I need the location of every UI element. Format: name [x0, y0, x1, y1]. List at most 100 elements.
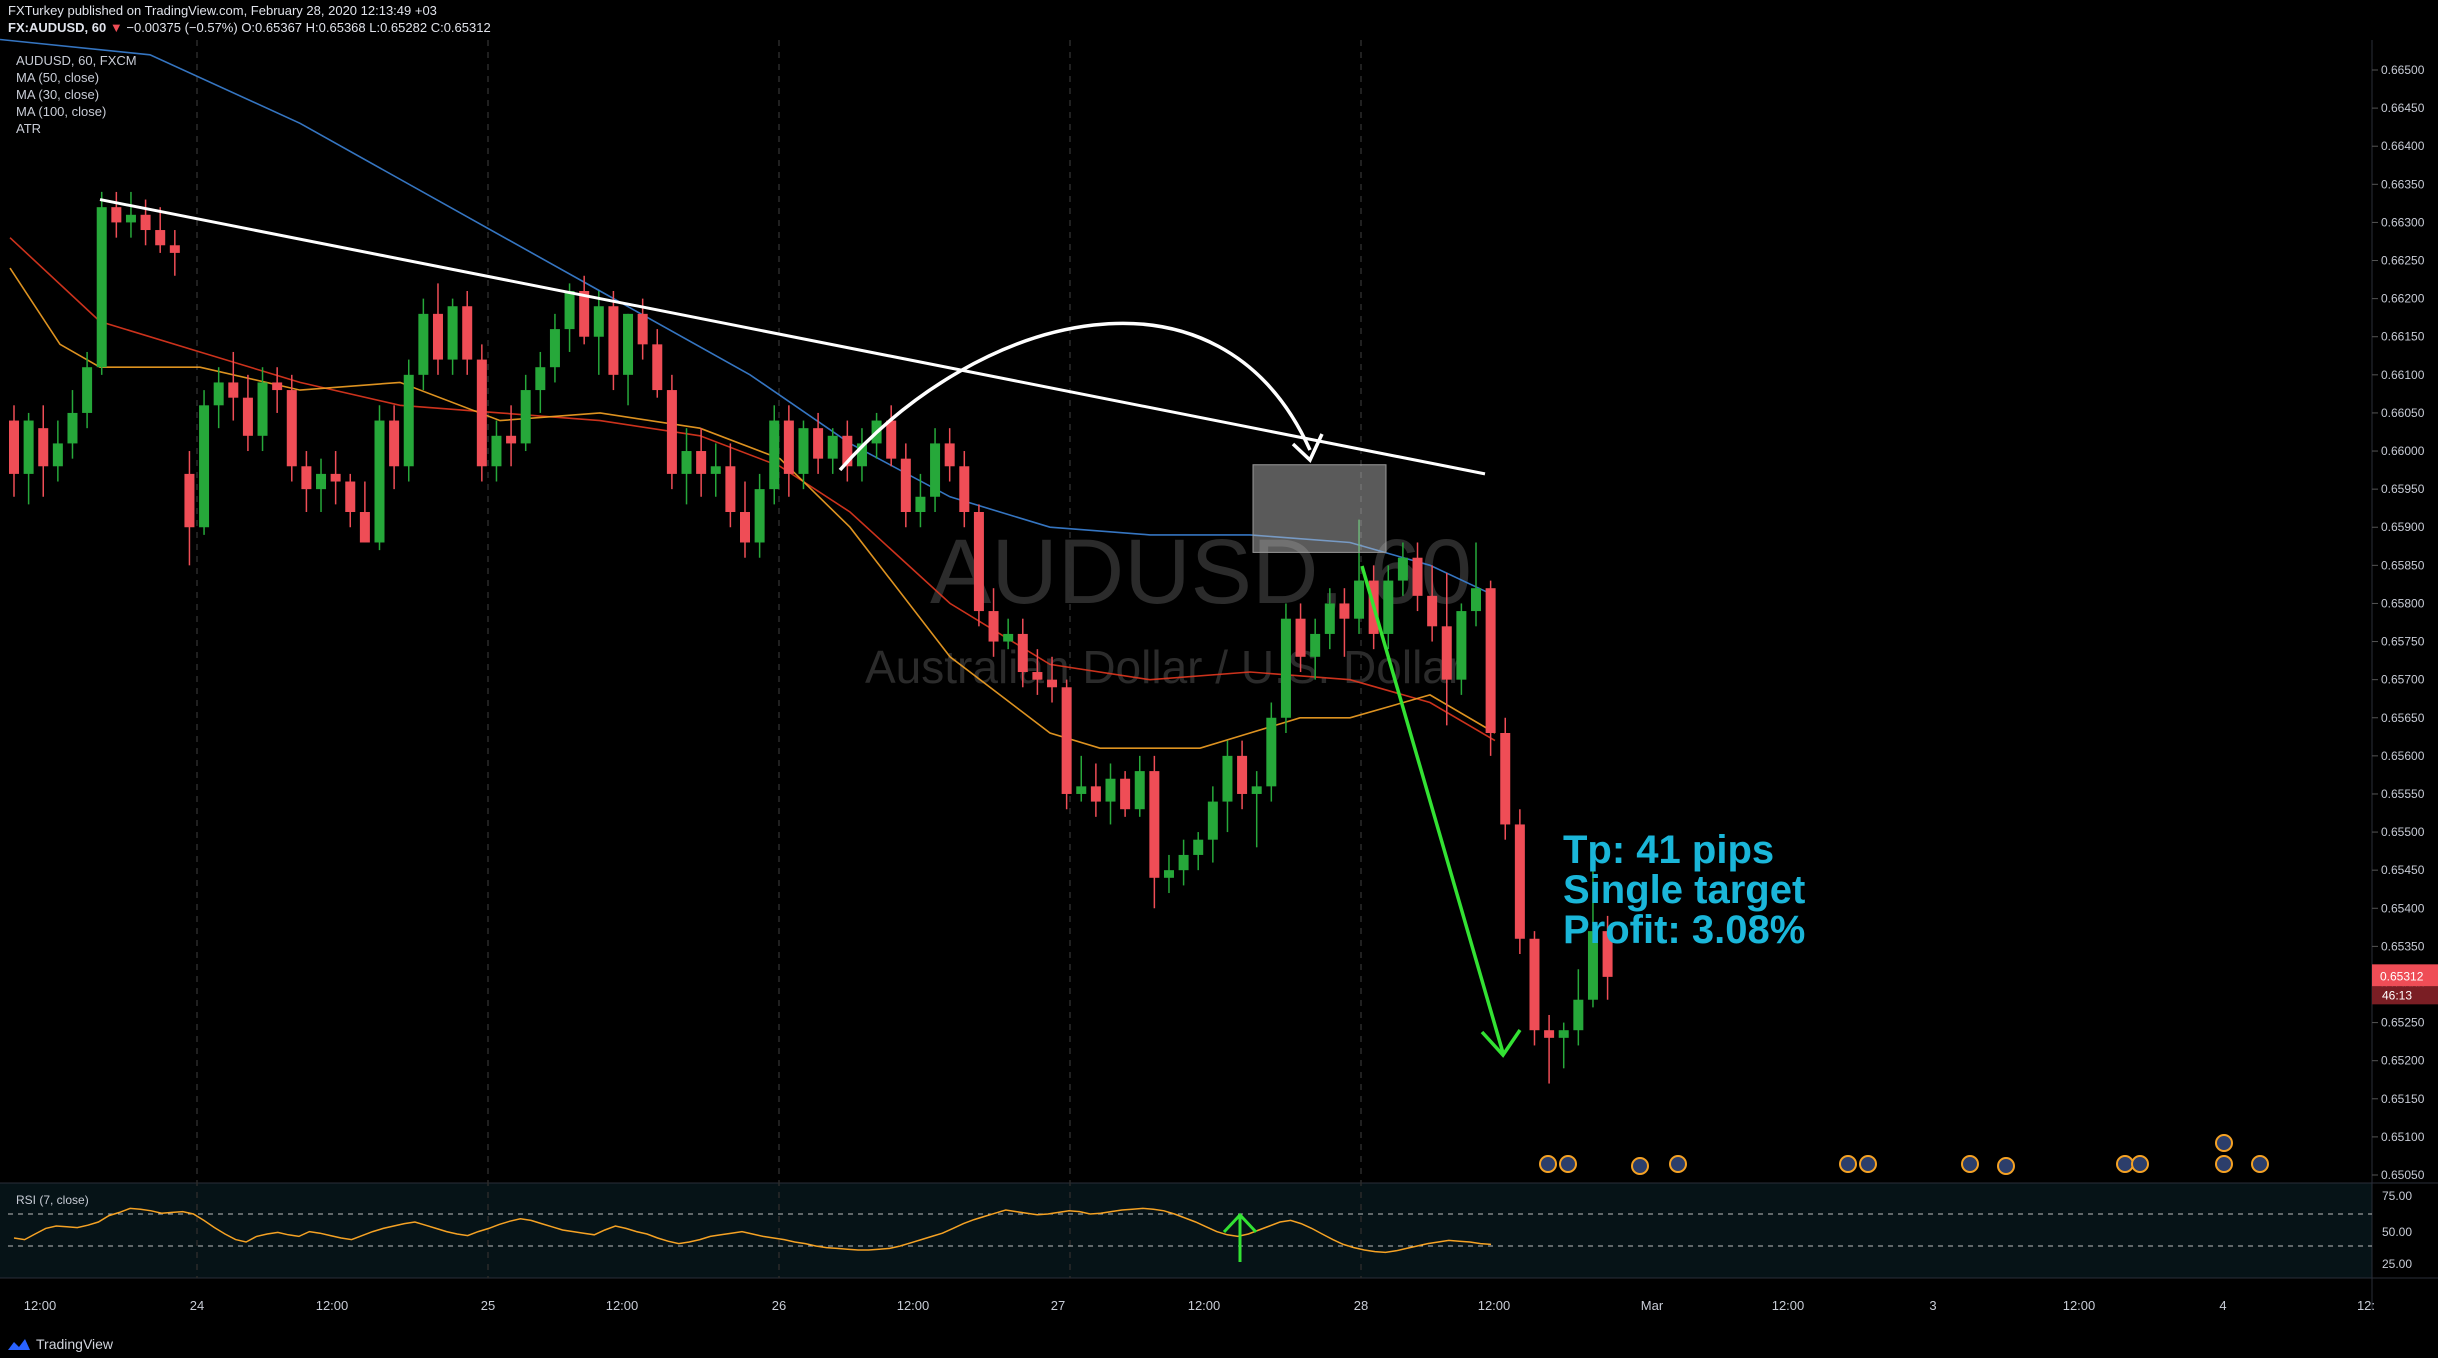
candle-body [1163, 870, 1174, 878]
candle-body [1573, 999, 1584, 1031]
candle [944, 428, 955, 482]
candle [1090, 763, 1101, 817]
candle [1266, 702, 1277, 802]
candle-body [842, 435, 853, 467]
time-tick-label: 12:00 [316, 1298, 349, 1313]
legend-item-ma50[interactable]: MA (50, close) [16, 70, 100, 85]
legend-item-ma100[interactable]: MA (100, close) [16, 104, 107, 119]
candle [608, 291, 619, 391]
economic-event-icon [1559, 1155, 1577, 1173]
candle-body [199, 405, 210, 528]
candle [228, 351, 239, 421]
rsi-pane-background [0, 1183, 2372, 1278]
candle-body [637, 313, 648, 345]
candle [535, 351, 546, 413]
price-tick-label: 0.65150 [2381, 1092, 2425, 1106]
candle [1280, 603, 1291, 733]
candle-body [476, 359, 487, 467]
candle-body [623, 313, 634, 375]
candle [769, 405, 780, 505]
candle-body [886, 420, 897, 459]
candle [900, 443, 911, 528]
candle [1120, 771, 1131, 817]
candle [593, 291, 604, 375]
legend-item-atr[interactable]: ATR [16, 121, 42, 136]
candle-body [301, 466, 312, 490]
price-tick-label: 0.65500 [2381, 825, 2425, 839]
candle [564, 283, 575, 352]
candle-body [579, 291, 590, 337]
candle-body [1514, 824, 1525, 939]
candle-body [666, 390, 677, 474]
economic-event-icon [1997, 1157, 2015, 1175]
candle-body [1207, 801, 1218, 840]
candle [330, 451, 341, 505]
candle-body [1295, 618, 1306, 657]
price-tick-label: 0.65550 [2381, 787, 2425, 801]
legend-item-ma30[interactable]: MA (30, close) [16, 87, 100, 102]
rsi-tick-label: 75.00 [2382, 1189, 2412, 1203]
countdown-label: 46:13 [2382, 988, 2412, 1002]
price-tick-label: 0.66350 [2381, 177, 2425, 191]
tradingview-logo[interactable]: TradingView [6, 1336, 113, 1352]
candle-body [813, 428, 824, 459]
candle-body [272, 382, 283, 391]
candle [783, 405, 794, 497]
candle [666, 374, 677, 490]
candle-body [67, 412, 78, 444]
candle [1587, 862, 1598, 1008]
candle [1163, 854, 1174, 894]
candle-body [111, 207, 122, 223]
candle [38, 405, 49, 497]
candle [725, 443, 736, 528]
candle [389, 405, 400, 490]
candle-body [740, 512, 750, 543]
time-tick-label: 12: [2357, 1298, 2375, 1313]
candle [374, 405, 385, 551]
economic-event-icon [1539, 1155, 1557, 1173]
candle-body [593, 306, 604, 337]
candle [447, 298, 458, 375]
candle-body [447, 306, 458, 360]
candle [1529, 931, 1540, 1046]
candle [1471, 542, 1481, 627]
candle [1105, 763, 1116, 825]
candle [1017, 618, 1028, 688]
candle-body [228, 382, 239, 398]
price-tick-label: 0.65050 [2381, 1168, 2425, 1182]
price-tick-label: 0.66450 [2381, 101, 2425, 115]
candle-body [652, 344, 663, 391]
price-tick-label: 0.65900 [2381, 520, 2425, 534]
price-tick-label: 0.65850 [2381, 558, 2425, 572]
candle [1441, 572, 1452, 726]
rsi-label: RSI (7, close) [16, 1193, 89, 1207]
price-tick-label: 0.66100 [2381, 368, 2425, 382]
price-tick-label: 0.65400 [2381, 901, 2425, 915]
economic-event-icon [2131, 1155, 2149, 1173]
curved-arrow-head-icon [1291, 433, 1324, 463]
economic-event-icon [1631, 1157, 1649, 1175]
candle-body [1134, 771, 1145, 810]
candle-body [930, 443, 941, 497]
last-price-tag [2372, 964, 2438, 987]
candle-body [9, 420, 19, 474]
candle [199, 390, 210, 535]
rsi-tick-label: 50.00 [2382, 1225, 2412, 1239]
candle-body [769, 420, 780, 490]
time-tick-label: 26 [772, 1298, 786, 1313]
candle-body [1105, 778, 1116, 802]
candle [842, 420, 853, 482]
candle [1178, 839, 1189, 886]
candle [1295, 603, 1306, 673]
candle-body [1047, 679, 1058, 688]
candle-body [1339, 603, 1350, 619]
candle-body [988, 611, 999, 642]
last-price-label: 0.65312 [2380, 969, 2424, 983]
curved-projection-arrow [838, 321, 1312, 472]
candle [754, 473, 765, 558]
candle-body [1310, 633, 1321, 657]
candle [696, 428, 707, 497]
candle-body [52, 443, 63, 467]
candle [96, 191, 107, 375]
